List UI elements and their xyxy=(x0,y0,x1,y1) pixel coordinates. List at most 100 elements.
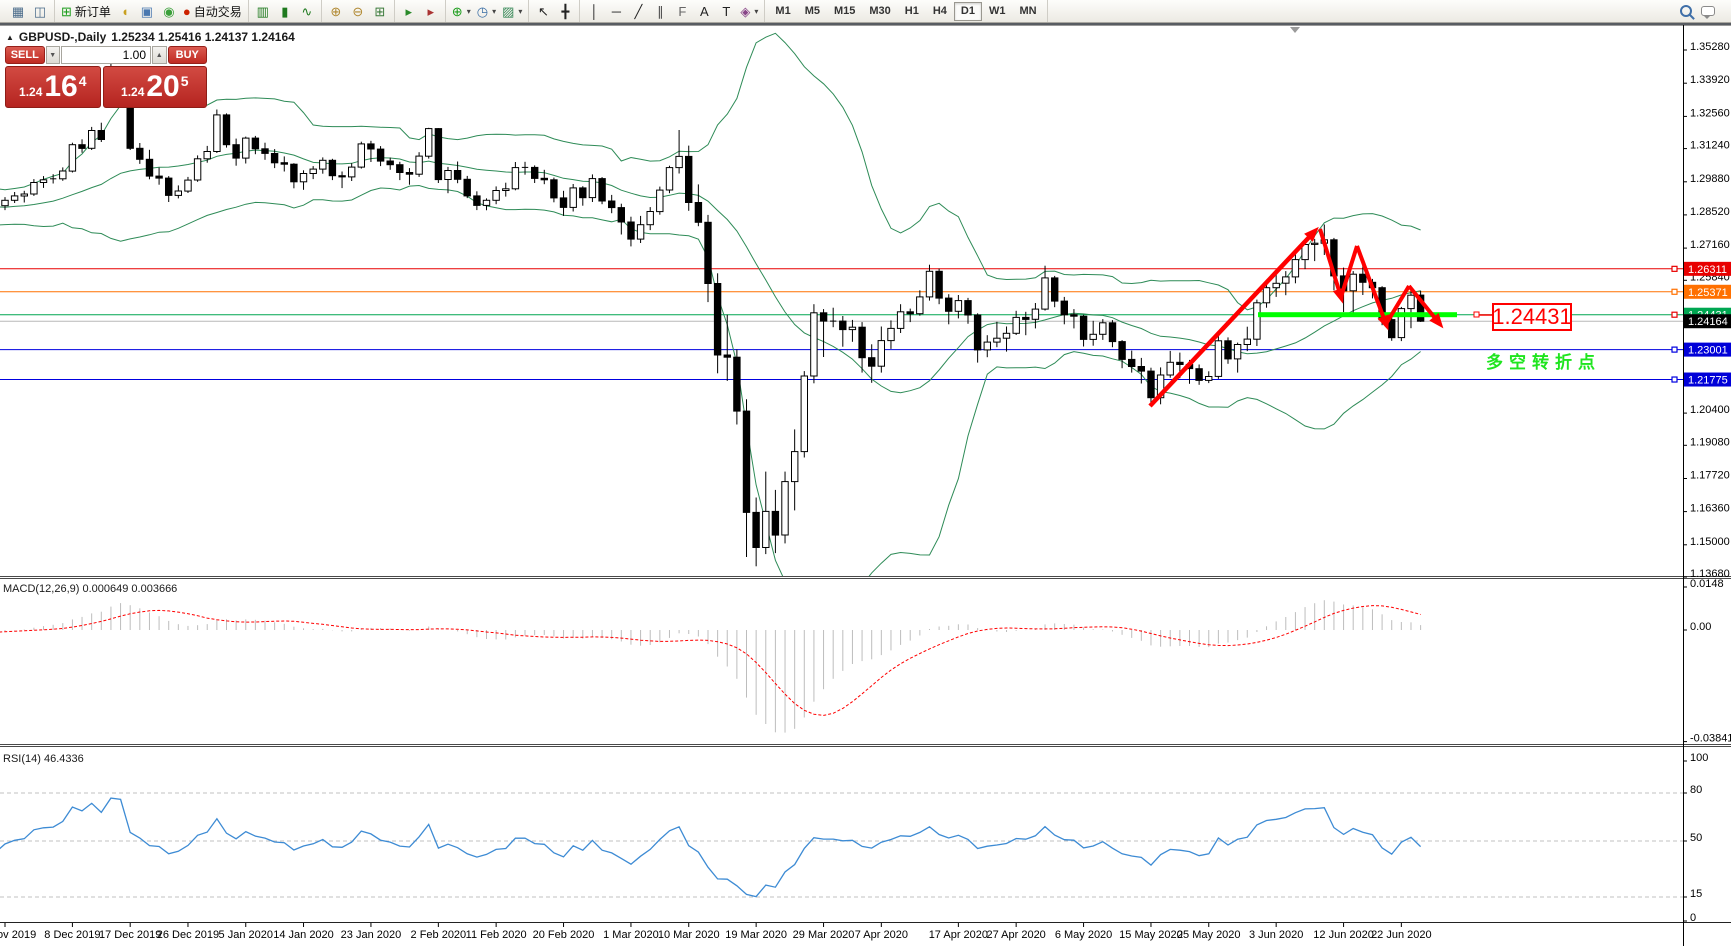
date-label: 8 Dec 2019 xyxy=(44,929,100,941)
one-click-trading-panel: SELL ▼ ▲ BUY 1.24 16 4 1.24 20 5 xyxy=(5,46,207,108)
svg-text:1.19080: 1.19080 xyxy=(1690,436,1730,448)
tile-windows-button[interactable]: ⊞ xyxy=(369,1,391,21)
toolbar: ▦ ◫ ⊞ 新订单 ◖ ▣ ◉ ● 自动交易 ▥ ▮ ∿ ⊕ ⊖ ⊞ ▸ ▸ ⊕ ▾ ◷ ▾ ▨ ▾ ↖ ╋ │ ─ ╱ ∥ F A T ◈ ▾ M… xyxy=(0,0,1731,25)
support-segment[interactable] xyxy=(1258,312,1457,318)
buy-button[interactable]: BUY xyxy=(167,46,207,64)
date-label: 28 Nov 2019 xyxy=(0,929,36,941)
text-button[interactable]: A xyxy=(693,1,715,21)
new-order-icon: ⊞ xyxy=(61,3,72,19)
volume-input[interactable] xyxy=(61,46,151,64)
bid-price-button[interactable]: 1.24 16 4 xyxy=(5,66,101,108)
timeframe-m1[interactable]: M1 xyxy=(768,2,797,21)
indicators-button[interactable]: ⊕ ▾ xyxy=(449,1,474,21)
line-handle-icon[interactable] xyxy=(1671,265,1678,272)
svg-text:1.26311: 1.26311 xyxy=(1688,264,1727,276)
auto-scroll-button[interactable]: ▸ xyxy=(398,1,420,21)
fibonacci-button[interactable]: F xyxy=(671,1,693,21)
rsi-value: 46.4336 xyxy=(43,753,84,765)
crosshair-button[interactable]: ╋ xyxy=(554,1,576,21)
chart-shift-icon: ▸ xyxy=(427,3,435,19)
label-button[interactable]: T xyxy=(715,1,737,21)
svg-text:1.23001: 1.23001 xyxy=(1688,345,1728,357)
timeframe-h4[interactable]: H4 xyxy=(926,2,954,21)
timeframe-m30[interactable]: M30 xyxy=(862,2,897,21)
timeframe-group: M1 M5 M15 M30 H1 H4 D1 W1 MN xyxy=(765,0,1048,22)
zoom-in-button[interactable]: ⊕ xyxy=(325,1,347,21)
timeframe-m15[interactable]: M15 xyxy=(827,2,862,21)
periods-icon: ◷ xyxy=(476,3,489,19)
chart-shift-button[interactable]: ▸ xyxy=(420,1,442,21)
sell-button[interactable]: SELL xyxy=(5,46,45,64)
search-button[interactable] xyxy=(1675,1,1697,21)
new-chart-button[interactable]: ▦ xyxy=(7,1,29,21)
horizontal-line-button[interactable]: ─ xyxy=(605,1,627,21)
svg-text:1.32560: 1.32560 xyxy=(1690,107,1730,119)
trendline-button[interactable]: ╱ xyxy=(627,1,649,21)
date-label: 5 Jan 2020 xyxy=(219,929,273,941)
crosshair-icon: ╋ xyxy=(561,3,570,19)
vertical-line-button[interactable]: │ xyxy=(583,1,605,21)
chart-shift-marker-icon[interactable] xyxy=(1290,27,1300,33)
price-label-1.26311 xyxy=(1684,261,1731,276)
bid-big-digits: 16 xyxy=(44,70,78,103)
ask-price-button[interactable]: 1.24 20 5 xyxy=(102,66,207,108)
signal-button[interactable]: ◉ xyxy=(158,1,180,21)
svg-text:1.29880: 1.29880 xyxy=(1690,173,1730,185)
date-label: 19 Mar 2020 xyxy=(725,929,787,941)
macd-name: MACD(12,26,9) xyxy=(3,583,80,595)
svg-text:-0.038415: -0.038415 xyxy=(1690,733,1731,745)
timeframe-mn[interactable]: MN xyxy=(1012,2,1043,21)
new-order-button[interactable]: ⊞ 新订单 xyxy=(58,1,114,21)
svg-text:1.16360: 1.16360 xyxy=(1690,503,1730,515)
profiles-button[interactable]: ◫ xyxy=(29,1,51,21)
timeframe-m5[interactable]: M5 xyxy=(798,2,827,21)
svg-text:0.0148: 0.0148 xyxy=(1690,578,1724,590)
terminal-button[interactable]: ▣ xyxy=(136,1,158,21)
callout-anchor-icon[interactable] xyxy=(1473,311,1480,318)
line-handle-icon[interactable] xyxy=(1671,346,1678,353)
cursor-button[interactable]: ↖ xyxy=(532,1,554,21)
sound-alert-button[interactable]: ◖ xyxy=(114,1,136,21)
periods-button[interactable]: ◷ ▾ xyxy=(474,1,499,21)
svg-text:1.31240: 1.31240 xyxy=(1690,140,1730,152)
date-label: 17 Apr 2020 xyxy=(929,929,988,941)
fibonacci-icon: F xyxy=(678,3,687,19)
volume-decrease-button[interactable]: ▼ xyxy=(45,46,60,64)
text-icon: A xyxy=(700,3,709,19)
macd-indicator-label: MACD(12,26,9) 0.000649 0.003666 xyxy=(3,583,177,595)
zoom-out-button[interactable]: ⊖ xyxy=(347,1,369,21)
svg-text:1.21775: 1.21775 xyxy=(1688,375,1728,387)
ask-prefix: 1.24 xyxy=(121,85,145,99)
toolbar-group: ▸ ▸ xyxy=(395,0,446,22)
bar-chart-button[interactable]: ▥ xyxy=(252,1,274,21)
svg-text:1.15000: 1.15000 xyxy=(1690,536,1730,548)
autotrading-button-label: 自动交易 xyxy=(193,4,242,19)
autotrading-button[interactable]: ● 自动交易 xyxy=(180,1,245,21)
timeframe-w1[interactable]: W1 xyxy=(982,2,1013,21)
channel-button[interactable]: ∥ xyxy=(649,1,671,21)
line-handle-icon[interactable] xyxy=(1671,311,1678,318)
svg-text:1.33920: 1.33920 xyxy=(1690,74,1730,86)
chevron-down-icon: ▾ xyxy=(466,6,471,16)
trend-annotation[interactable] xyxy=(1148,226,1444,408)
templates-button[interactable]: ▨ ▾ xyxy=(499,1,525,21)
line-handle-icon[interactable] xyxy=(1671,376,1678,383)
chevron-down-icon: ▾ xyxy=(492,6,497,16)
bar-chart-icon: ▥ xyxy=(256,3,269,19)
timeframe-d1[interactable]: D1 xyxy=(953,1,982,21)
price-label-1.23001 xyxy=(1684,342,1731,357)
toolbar-group: ⊕ ⊖ ⊞ xyxy=(322,0,395,22)
turning-point-note[interactable]: 多空转折点 xyxy=(1486,353,1601,372)
line-chart-button[interactable]: ∿ xyxy=(296,1,318,21)
line-handle-icon[interactable] xyxy=(1671,288,1678,295)
price-callout-box[interactable]: 1.24431 xyxy=(1492,303,1572,331)
date-label: 6 May 2020 xyxy=(1055,929,1112,941)
chat-button[interactable] xyxy=(1697,1,1719,21)
arrows-button[interactable]: ◈ ▾ xyxy=(737,1,761,21)
indicators-icon: ⊕ xyxy=(451,3,463,19)
candlestick-chart-button[interactable]: ▮ xyxy=(274,1,296,21)
volume-increase-button[interactable]: ▲ xyxy=(152,46,167,64)
timeframe-h1[interactable]: H1 xyxy=(898,2,926,21)
